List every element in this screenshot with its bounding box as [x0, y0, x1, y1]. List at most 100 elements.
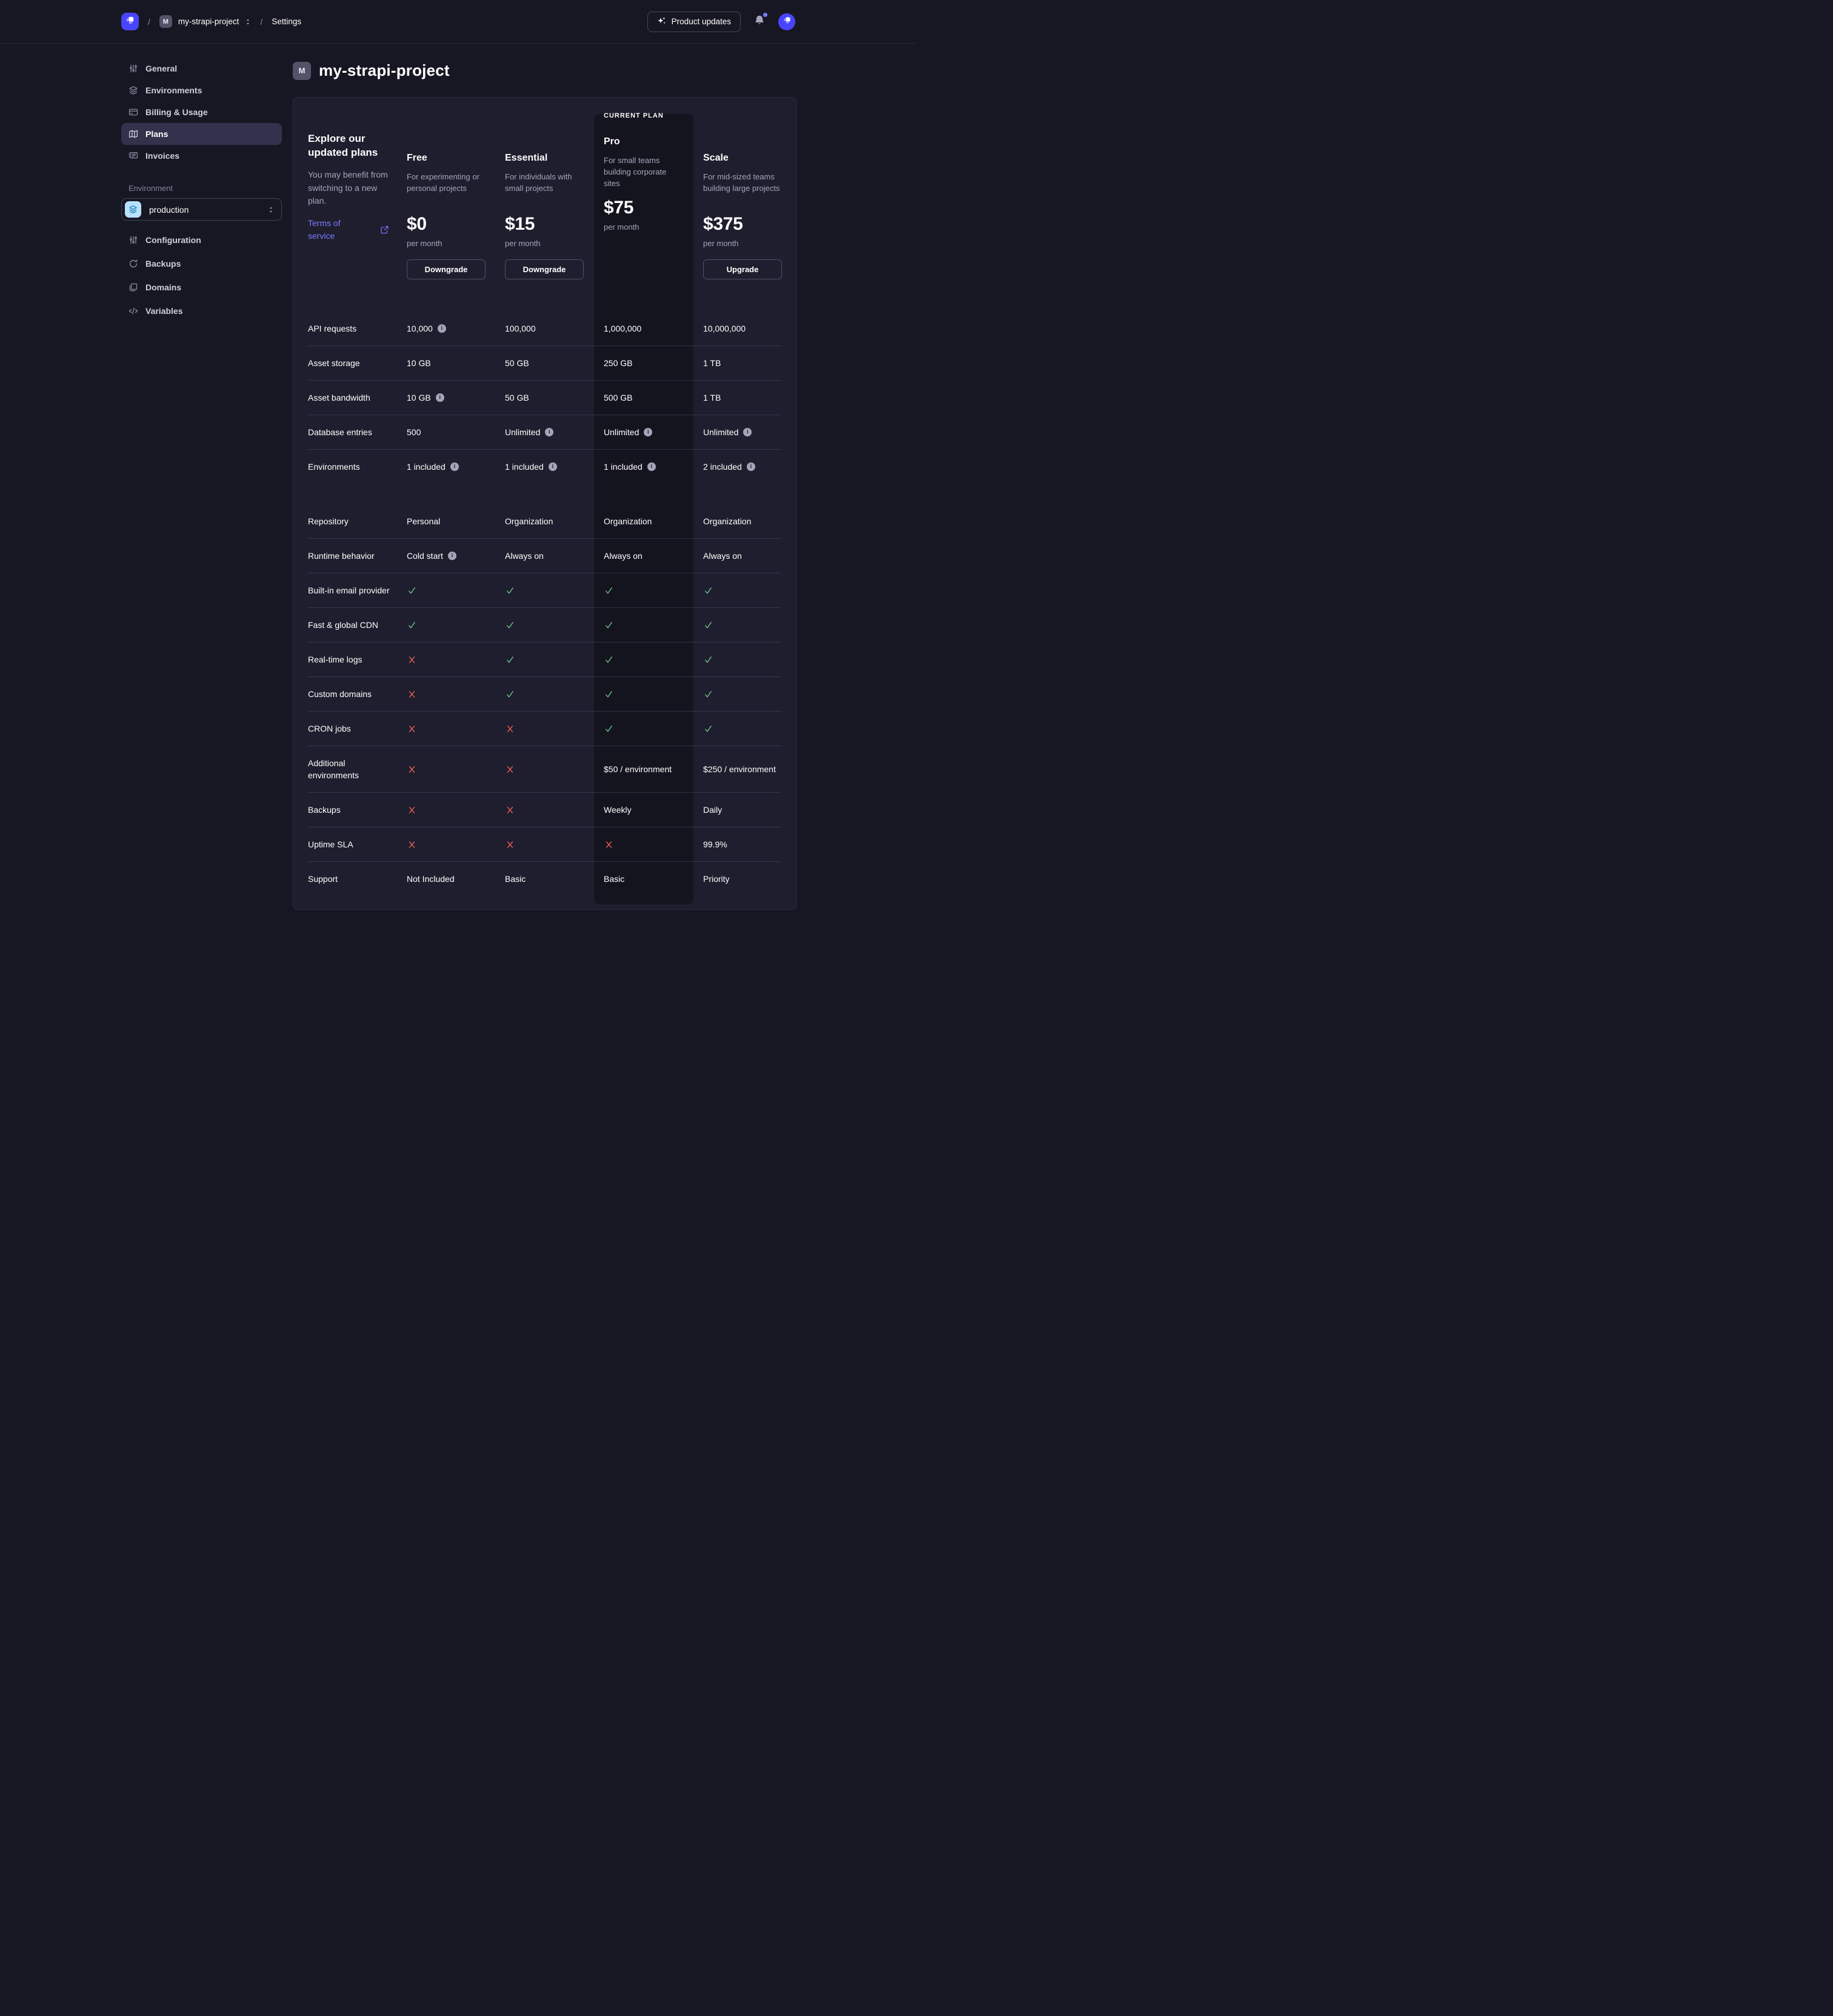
- cross-icon: [505, 805, 515, 815]
- product-updates-button[interactable]: Product updates: [647, 11, 741, 32]
- sidebar-item-backups[interactable]: Backups: [121, 253, 282, 275]
- user-avatar[interactable]: [778, 13, 795, 30]
- feature-value: Always on: [505, 551, 544, 561]
- notification-dot: [763, 13, 767, 17]
- feature-cell: [693, 724, 781, 734]
- info-icon[interactable]: i: [437, 324, 446, 333]
- environment-select[interactable]: production: [121, 198, 282, 221]
- topbar: / M my-strapi-project / Settings Product…: [0, 0, 916, 44]
- plan-price: $0: [407, 214, 427, 234]
- sidebar-project-nav: General Environments Billing & Usage Plans I…: [121, 58, 282, 167]
- sidebar-item-label: Billing & Usage: [145, 107, 208, 117]
- feature-label: Support: [308, 874, 338, 884]
- current-plan-badge: CURRENT PLAN: [604, 112, 664, 119]
- notifications-bell-button[interactable]: [754, 13, 767, 28]
- layers-icon: [129, 85, 138, 95]
- map-icon: [129, 129, 138, 139]
- info-icon[interactable]: i: [545, 428, 554, 436]
- feature-cell: Unlimited i: [693, 426, 781, 438]
- feature-label: Environments: [308, 462, 360, 472]
- plan-description: For mid-sized teams building large proje…: [703, 172, 780, 193]
- feature-row-fast-global-cdn: Fast & global CDN: [308, 608, 781, 643]
- sidebar-item-plans[interactable]: Plans: [121, 123, 282, 145]
- plans-intro-heading: Explore our updated plans: [308, 133, 378, 158]
- feature-cell: [505, 805, 594, 815]
- check-icon: [407, 620, 417, 630]
- feature-label: Repository: [308, 516, 349, 526]
- feature-value: 500 GB: [604, 393, 633, 402]
- downgrade-button-essential[interactable]: Downgrade: [505, 259, 584, 279]
- feature-value: 50 GB: [505, 358, 529, 368]
- sidebar-item-billing-usage[interactable]: Billing & Usage: [121, 101, 282, 123]
- feature-value: Unlimited: [505, 427, 541, 437]
- feature-cell: $250 / environment: [693, 763, 781, 775]
- check-icon: [703, 620, 713, 630]
- downgrade-button-free[interactable]: Downgrade: [407, 259, 486, 279]
- info-icon[interactable]: i: [746, 462, 755, 471]
- plan-period: per month: [703, 239, 739, 248]
- feature-value: 1 included: [407, 462, 446, 472]
- feature-cell: Always on: [505, 550, 594, 562]
- info-icon[interactable]: i: [450, 462, 459, 471]
- feature-label: Asset bandwidth: [308, 393, 370, 402]
- feature-label: Asset storage: [308, 358, 360, 368]
- sidebar-item-label: Environments: [145, 85, 202, 95]
- sidebar-item-domains[interactable]: Domains: [121, 276, 282, 298]
- sidebar-item-configuration[interactable]: Configuration: [121, 229, 282, 251]
- feature-cell: [407, 724, 505, 734]
- feature-value: Daily: [703, 805, 723, 815]
- plan-period: per month: [505, 239, 541, 248]
- feature-cell: 1,000,000: [594, 322, 693, 335]
- feature-value: Organization: [604, 516, 652, 526]
- feature-value: 50 GB: [505, 393, 529, 402]
- feature-row-additional-environments: Additional environments $50 / environment…: [308, 746, 781, 793]
- check-icon: [505, 586, 515, 596]
- info-icon[interactable]: i: [548, 462, 557, 471]
- info-icon[interactable]: i: [447, 552, 456, 560]
- feature-cell: 2 included i: [693, 461, 781, 473]
- terms-of-service-link[interactable]: Terms of service: [308, 218, 341, 241]
- feature-cell: [505, 655, 594, 665]
- feature-cell: [594, 655, 693, 665]
- feature-label: Custom domains: [308, 689, 372, 699]
- feature-value: 1 included: [505, 462, 544, 472]
- plan-period: per month: [604, 222, 639, 232]
- feature-cell: Organization: [505, 515, 594, 527]
- feature-row-built-in-email-provider: Built-in email provider: [308, 573, 781, 608]
- chevrons-updown-icon: [245, 18, 251, 26]
- feature-row-runtime-behavior: Runtime behavior Cold start i Always on Alwa…: [308, 539, 781, 573]
- feature-value: 250 GB: [604, 358, 633, 368]
- sidebar-item-invoices[interactable]: Invoices: [121, 145, 282, 167]
- feature-value: Unlimited: [604, 427, 639, 437]
- info-icon[interactable]: i: [644, 428, 653, 436]
- plans-panel: Explore our updated plans You may benefi…: [293, 97, 796, 910]
- feature-cell: [693, 655, 781, 665]
- feature-cell: Organization: [594, 515, 693, 527]
- feature-label: Fast & global CDN: [308, 620, 378, 630]
- sidebar-item-label: Configuration: [145, 235, 201, 245]
- feature-value: 1 included: [604, 462, 643, 472]
- feature-cell: [693, 689, 781, 699]
- feature-cell: Unlimited i: [505, 426, 594, 438]
- plan-name: Pro: [604, 136, 620, 147]
- sidebar-item-general[interactable]: General: [121, 58, 282, 79]
- sidebar-item-variables[interactable]: Variables: [121, 300, 282, 322]
- feature-value: 10,000: [407, 324, 433, 333]
- strapi-logo[interactable]: [121, 13, 139, 30]
- check-icon: [703, 724, 713, 734]
- cross-icon: [505, 764, 515, 775]
- feature-cell: [407, 764, 505, 775]
- breadcrumb-separator: /: [260, 16, 263, 27]
- upgrade-button-scale[interactable]: Upgrade: [703, 259, 782, 279]
- info-icon[interactable]: i: [743, 428, 752, 436]
- info-icon[interactable]: i: [435, 393, 444, 402]
- feature-value: Basic: [505, 874, 526, 884]
- feature-cell: 1 TB: [693, 357, 781, 369]
- info-icon[interactable]: i: [647, 462, 656, 471]
- sidebar-item-environments[interactable]: Environments: [121, 79, 282, 101]
- feature-cell: 500 GB: [594, 392, 693, 404]
- current-plan-highlight: [594, 114, 693, 904]
- feature-cell: 1 included i: [407, 461, 505, 473]
- feature-cell: $50 / environment: [594, 763, 693, 775]
- breadcrumb-project-switcher[interactable]: M my-strapi-project: [159, 15, 252, 28]
